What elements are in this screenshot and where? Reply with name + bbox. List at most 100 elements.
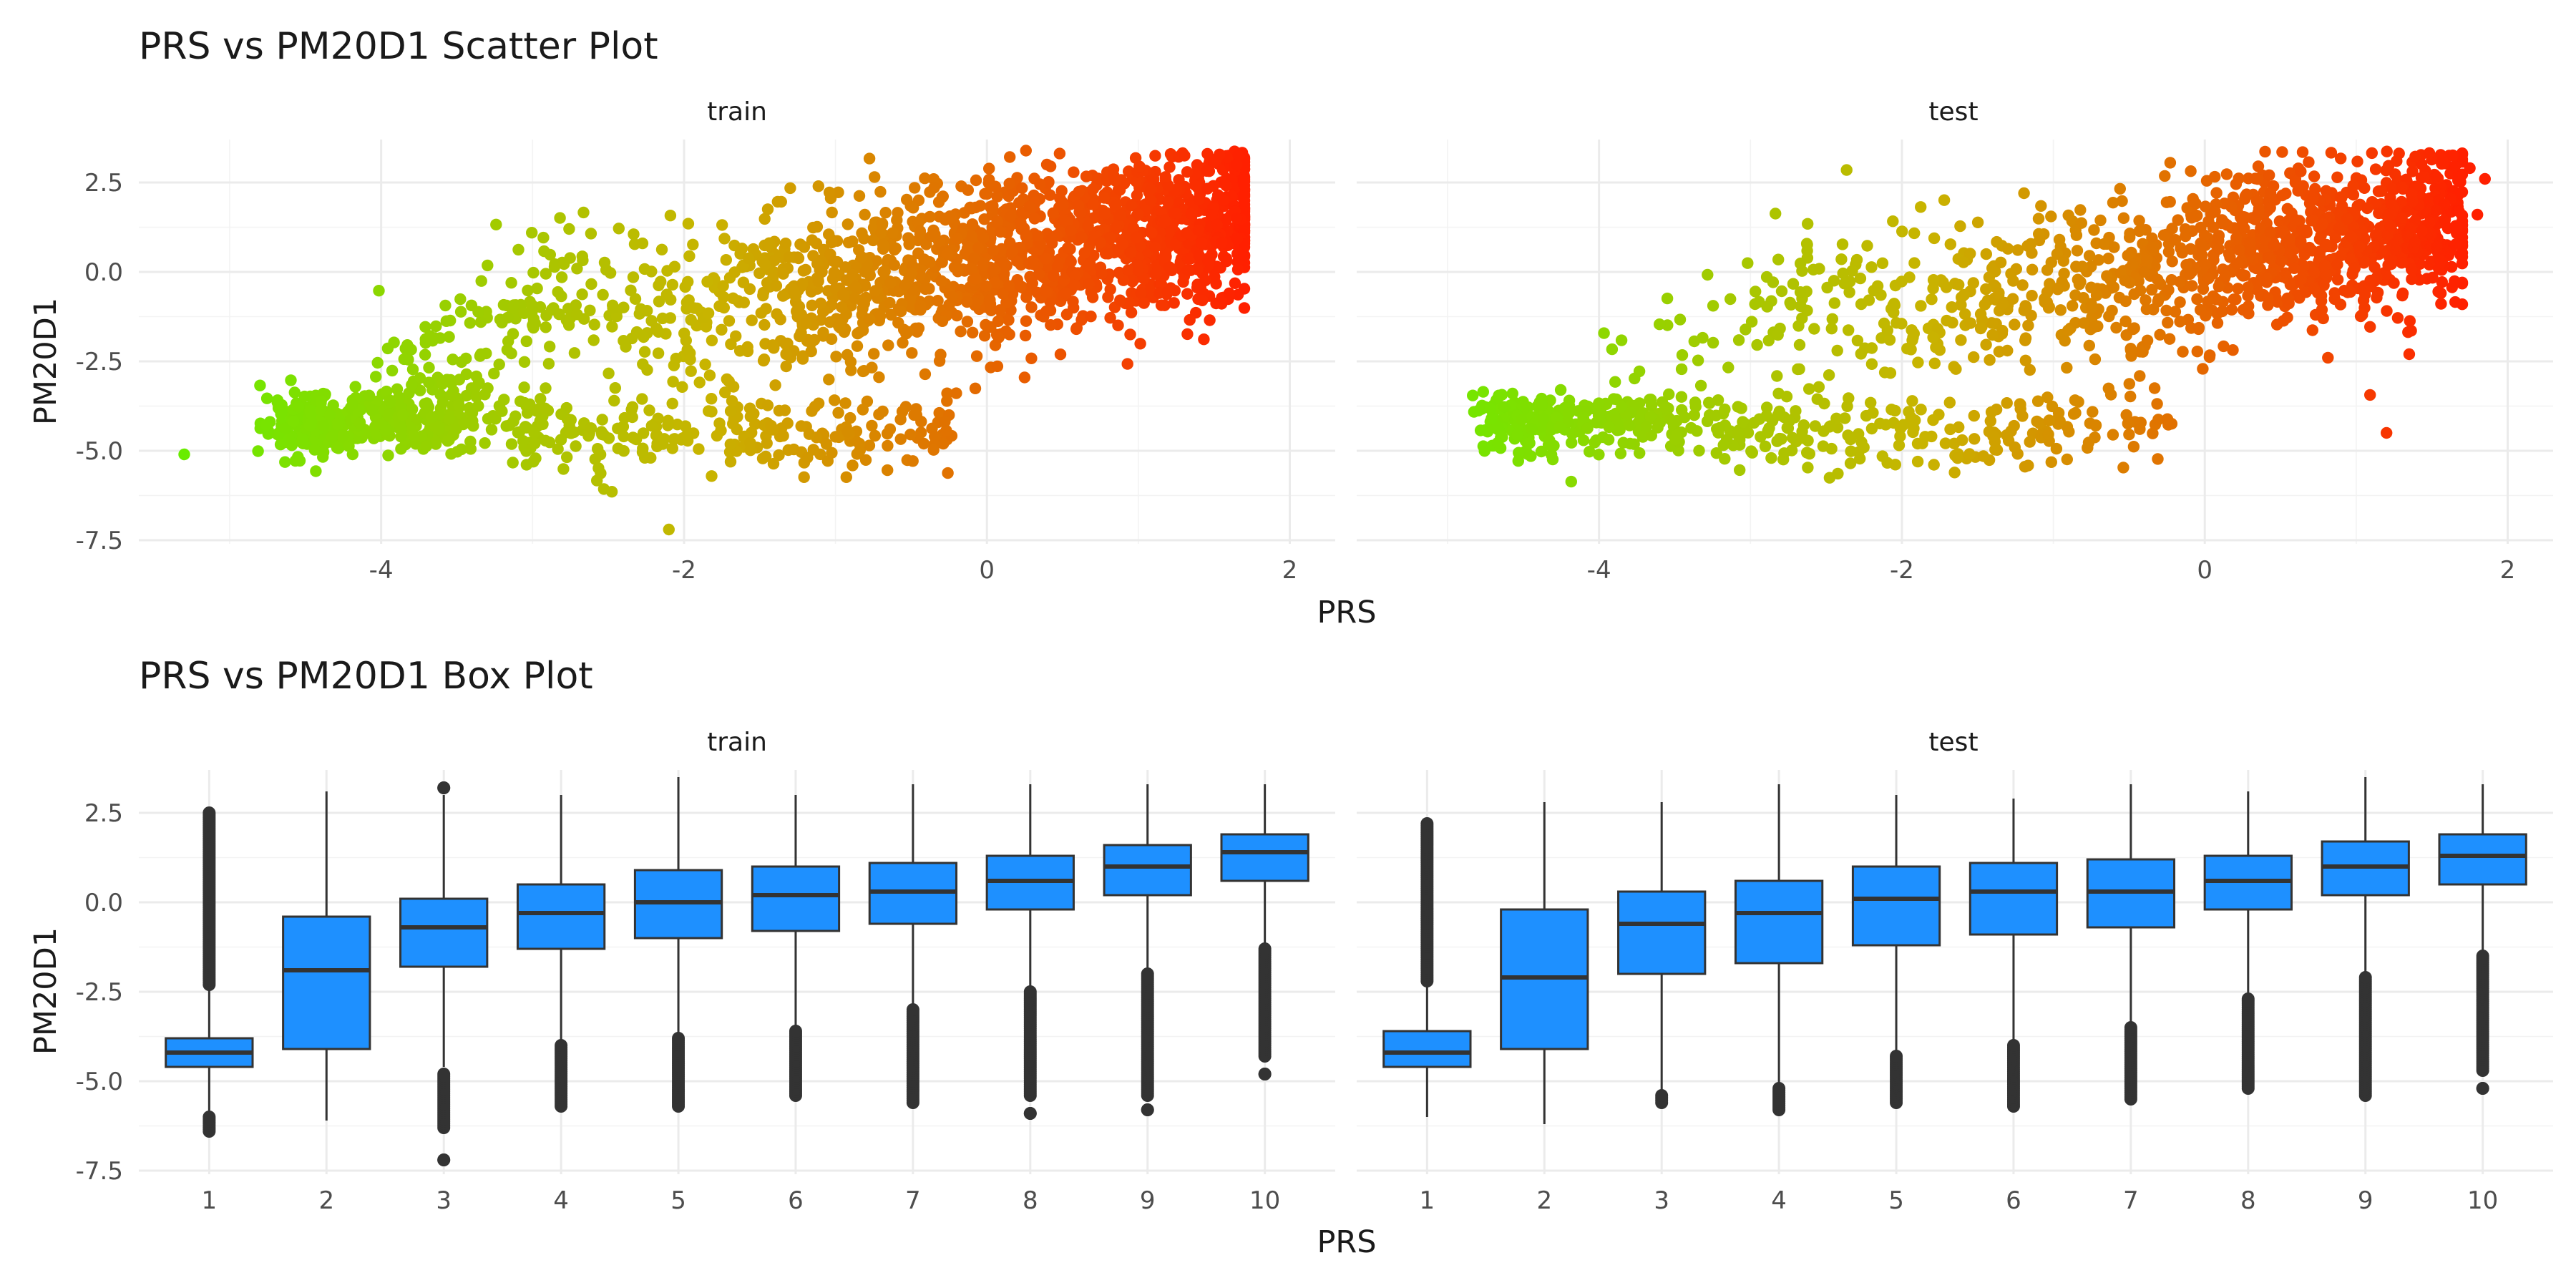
scatter-point [884,277,897,289]
scatter-point [1554,384,1567,396]
scatter-point [1885,404,1898,416]
scatter-point [904,200,917,213]
scatter-point [892,316,904,329]
scatter-point [1851,334,1864,347]
scatter-point [288,415,300,428]
scatter-point [527,313,540,325]
scatter-point [941,395,953,407]
scatter-point [765,419,777,432]
scatter-point [970,174,982,187]
scatter-point [701,275,713,288]
scatter-point [1485,412,1498,424]
scatter-point [2235,268,2248,280]
scatter-point [658,433,670,445]
scatter-point [869,429,882,442]
scatter-point [2341,213,2353,225]
scatter-point [758,213,771,225]
scatter-point [866,419,878,432]
scatter-point [565,414,577,426]
scatter-point [496,405,508,417]
scatter-point [685,313,697,326]
scatter-point [518,307,530,319]
scatter-point [914,303,927,316]
scatter-point [1110,222,1122,234]
scatter-point [534,301,547,313]
scatter-point [1778,447,1790,459]
scatter-point [2050,442,2063,455]
scatter-point [596,428,608,441]
scatter-point [2434,255,2447,267]
scatter-point [2361,202,2373,215]
scatter-point [585,228,597,240]
scatter-point [2264,226,2276,238]
scatter-point [1793,338,1806,351]
scatter-point [2210,187,2223,199]
scatter-point [2001,429,2013,441]
scatter-point [317,419,330,431]
scatter-point [2134,346,2147,358]
scatter-point [542,358,555,370]
scatter-point [2148,382,2161,394]
scatter-point [863,152,876,165]
scatter-point [682,218,695,230]
scatter-point [932,295,944,307]
scatter-point [987,244,1000,257]
scatter-point [2249,172,2261,185]
scatter-point [2119,274,2131,287]
scatter-point [1707,336,1719,349]
scatter-point [1964,248,1976,260]
scatter-point [1953,278,1965,291]
scatter-point [1020,145,1033,157]
scatter-point [2124,231,2136,243]
scatter-point [699,358,711,371]
box-outlier-point [2476,950,2489,962]
scatter-point [507,457,519,469]
scatter-point [1506,387,1518,400]
scatter-point [561,451,573,464]
scatter-point [1843,286,1855,298]
scatter-point [488,367,500,380]
scatter-point [2005,268,2017,280]
scatter-point [1096,268,1108,280]
scatter-point [2160,304,2172,317]
scatter-point [2308,170,2321,182]
scatter-point [1109,200,1122,212]
scatter-point [2069,406,2082,419]
scatter-point [419,321,431,333]
scatter-point [1104,312,1116,324]
scatter-point [2069,394,2082,406]
scatter-point [2368,261,2381,273]
scatter-point [1955,298,1967,311]
scatter-point [1991,235,2003,248]
scatter-point [1762,334,1775,347]
scatter-point [1835,253,1848,265]
scatter-point [2154,328,2166,341]
scatter-point [2176,247,2188,259]
scatter-point [2316,218,2328,230]
scatter-point [627,271,640,283]
scatter-point [2119,315,2132,328]
box-body [516,883,606,950]
box-x-tick-label: 5 [670,1186,686,1215]
scatter-point [1566,436,1578,449]
scatter-point [1015,280,1027,293]
scatter-point [2416,225,2428,238]
scatter-point [382,449,394,462]
scatter-point [2264,187,2277,200]
scatter-point [2197,363,2209,375]
scatter-point [936,315,949,327]
scatter-point [858,297,871,310]
scatter-point [1118,177,1131,190]
scatter-point [978,330,991,342]
scatter-point [2207,221,2220,233]
scatter-point [1676,349,1689,361]
scatter-outlier-point [2471,208,2484,221]
scatter-point [2127,258,2139,270]
scatter-point [2083,250,2096,262]
scatter-point [720,254,732,266]
scatter-point [2070,229,2083,241]
scatter-point [570,440,582,452]
scatter-point [617,421,630,433]
scatter-point [2102,253,2114,265]
scatter-point [2059,335,2071,347]
